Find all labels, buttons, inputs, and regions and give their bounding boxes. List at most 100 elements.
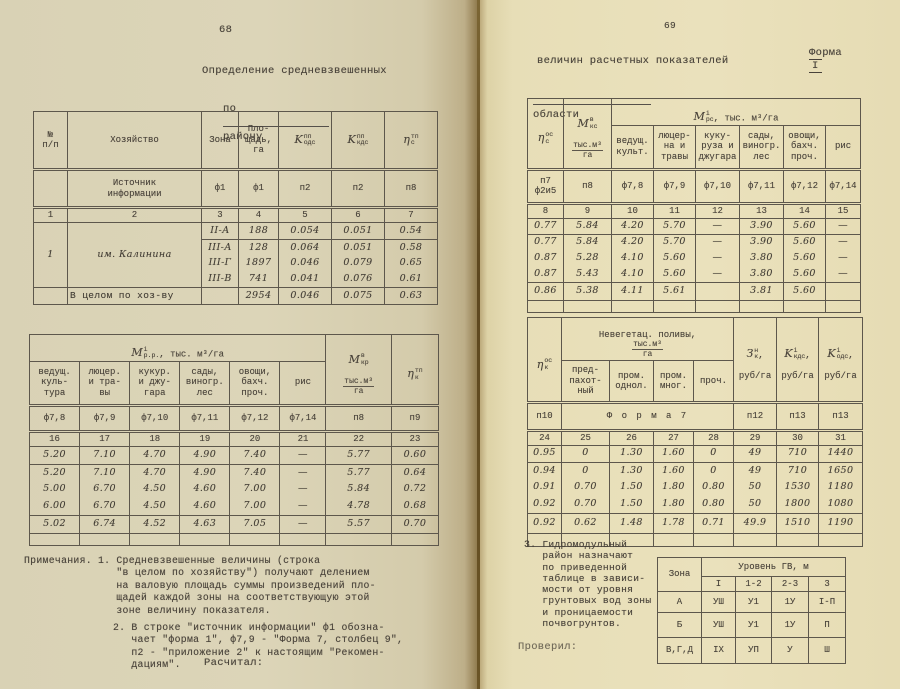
cell-empty — [653, 299, 696, 313]
table-cell: 5.77 — [325, 464, 392, 481]
table-cell: 5.84 — [325, 481, 392, 498]
table-cell: 1800 — [776, 496, 820, 513]
table-cell: 0.64 — [390, 464, 440, 481]
table-cell: 0.076 — [331, 271, 385, 288]
table-cell: 0.041 — [278, 271, 332, 288]
cell-empty — [325, 532, 392, 546]
table-cell: 4.90 — [179, 445, 231, 465]
table-cell: 5.02 — [28, 514, 81, 534]
header-row: Зона Уровень ГВ, м — [657, 557, 847, 592]
table-cell: ф7,10 — [695, 167, 740, 204]
cell-empty — [563, 299, 612, 313]
table-cell: 0.68 — [390, 498, 440, 515]
table-cell: I — [701, 576, 736, 592]
cell-empty — [33, 287, 68, 305]
table-cell: 18 — [129, 429, 181, 447]
table-cell: 5.84 — [563, 217, 612, 235]
cell-empty — [33, 168, 68, 208]
eta-header: η тп с — [384, 111, 438, 170]
table-cell: кукур. и джу- гара — [129, 360, 181, 406]
cell-empty — [279, 532, 327, 546]
table-cell: п12 — [733, 401, 778, 431]
cell-empty — [611, 299, 654, 313]
row-number: 1 — [33, 222, 68, 288]
table-cell: 188 — [238, 222, 279, 240]
note3-text: Гидромодульный район назначают по привед… — [542, 539, 652, 630]
data-row: 0.87 5.43 4.10 5.60—3.80 5.60— — [527, 266, 862, 282]
table-cell: 5.57 — [325, 514, 392, 534]
table-cell: 7.00 — [229, 498, 281, 515]
data-row: 0.92 0.70 1.50 1.80 0.80 50 1800 1080 — [527, 496, 864, 513]
table-cell: 5.60 — [783, 281, 826, 301]
cell-empty — [818, 532, 864, 547]
table-cell: 1.50 — [609, 479, 654, 496]
table-cell: 49 — [733, 444, 778, 463]
cell-empty — [129, 532, 181, 546]
table-cell: 0.046 — [278, 255, 332, 272]
table-cell: 3.80 — [739, 266, 784, 282]
table-cell: куку- руза и джугара — [695, 124, 740, 170]
table-cell: 16 — [28, 429, 81, 447]
source-col1: п7 ф2и5 — [527, 167, 564, 204]
cell-empty — [783, 299, 826, 313]
note2-text: В строке "источник информации" ф1 обозна… — [131, 622, 404, 671]
table-cell: п8 — [325, 403, 392, 432]
table-cell: ф7,14 — [824, 167, 862, 204]
table-cell: 2 — [67, 206, 202, 223]
table-cell: ф7,9 — [79, 403, 131, 432]
table-cell: 1.78 — [653, 512, 694, 534]
mrc-units: , тыс. м³/га — [713, 112, 779, 123]
table-cell: 4.10 — [611, 266, 654, 282]
table-cell: 31 — [818, 429, 864, 446]
zone-vgd-row: В,Г,Д IХ УП У Ш — [657, 637, 847, 664]
table-cell: проч. — [692, 360, 735, 403]
note3-number: 3. — [524, 539, 537, 550]
table-cell: 5.77 — [325, 445, 392, 465]
table-cell: 1.48 — [609, 512, 654, 534]
eta-k-header: η тп к — [390, 334, 440, 406]
table-cell: I-П — [807, 591, 847, 613]
table-cell: 1440 — [818, 444, 864, 463]
table-cell: — — [824, 250, 862, 266]
note1-number: 1. — [97, 555, 111, 566]
table-cell: 1.80 — [653, 496, 694, 513]
table-cell: 1.30 — [609, 444, 654, 463]
data-row: 0.77 5.84 4.20 5.70—3.90 5.60— — [527, 234, 862, 250]
table-cell: 0.54 — [384, 222, 438, 240]
table-cell: — — [695, 217, 740, 235]
level-cols-row: I 1-2 2-3 3 — [658, 576, 847, 592]
table-cell: 4.70 — [129, 445, 181, 465]
table-cell: 4 — [238, 206, 279, 223]
table-cell: ф7,8 — [611, 167, 654, 204]
table-cell: 7.10 — [79, 464, 131, 481]
table-cell: 3.81 — [739, 281, 784, 301]
table-cell: 0.92 — [527, 512, 562, 534]
table-cell: 3.90 — [739, 234, 784, 250]
table-cell: 2954 — [238, 287, 279, 305]
table-cell: 4.70 — [129, 464, 181, 481]
zone-b-row: Б УШ У1 1У П — [657, 612, 847, 638]
table-cell: 6 — [331, 206, 385, 223]
table-cell: 5.43 — [563, 266, 612, 282]
table-cell: 22 — [325, 429, 392, 447]
table-cell: 0.87 — [527, 250, 564, 266]
note2-number: 2. — [113, 622, 126, 634]
eta-k-header: η ос к — [527, 317, 562, 403]
table-cell: 28 — [692, 429, 735, 446]
table-cell: 12 — [695, 201, 740, 219]
data-row: III-В 741 0.041 0.076 0.61 — [34, 271, 438, 288]
table-cell: 26 — [609, 429, 654, 446]
table-cell: 0.70 — [561, 479, 610, 496]
table-cell: 1650 — [818, 462, 864, 479]
table-cell — [824, 281, 862, 301]
table-cell: пред- пахот- ный — [561, 360, 610, 403]
notes-block: Примечания. 1. Средневзвешенные величины… — [24, 555, 444, 672]
table-cell: п13 — [818, 401, 864, 431]
table-cell: 4.63 — [179, 514, 231, 534]
source-col1: п10 — [527, 401, 562, 431]
